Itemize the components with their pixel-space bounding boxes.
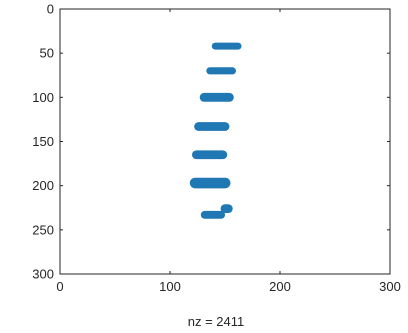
x-axis-label: nz = 2411 [188, 314, 245, 329]
y-tick-label: 200 [32, 178, 54, 193]
y-tick-label: 50 [40, 46, 54, 61]
plot-area [60, 9, 390, 274]
nonzero-band [189, 177, 231, 189]
nonzero-band [220, 204, 233, 214]
axes-frame [59, 8, 391, 275]
nonzero-band [206, 67, 236, 75]
y-tick-label: 150 [32, 134, 54, 149]
nonzero-band [192, 150, 228, 160]
x-tick-label: 100 [159, 279, 181, 294]
x-tick-label: 300 [379, 279, 401, 294]
x-tick-label: 0 [56, 279, 63, 294]
x-tick-label: 200 [269, 279, 291, 294]
nonzero-band [211, 42, 242, 50]
y-tick-label: 0 [47, 2, 54, 17]
nonzero-band [199, 92, 234, 102]
nonzero-band [194, 122, 230, 131]
y-tick-label: 300 [32, 267, 54, 282]
y-tick-label: 250 [32, 222, 54, 237]
y-tick-label: 100 [32, 90, 54, 105]
nonzero-band [200, 210, 225, 219]
nonzero-marks [189, 42, 242, 219]
